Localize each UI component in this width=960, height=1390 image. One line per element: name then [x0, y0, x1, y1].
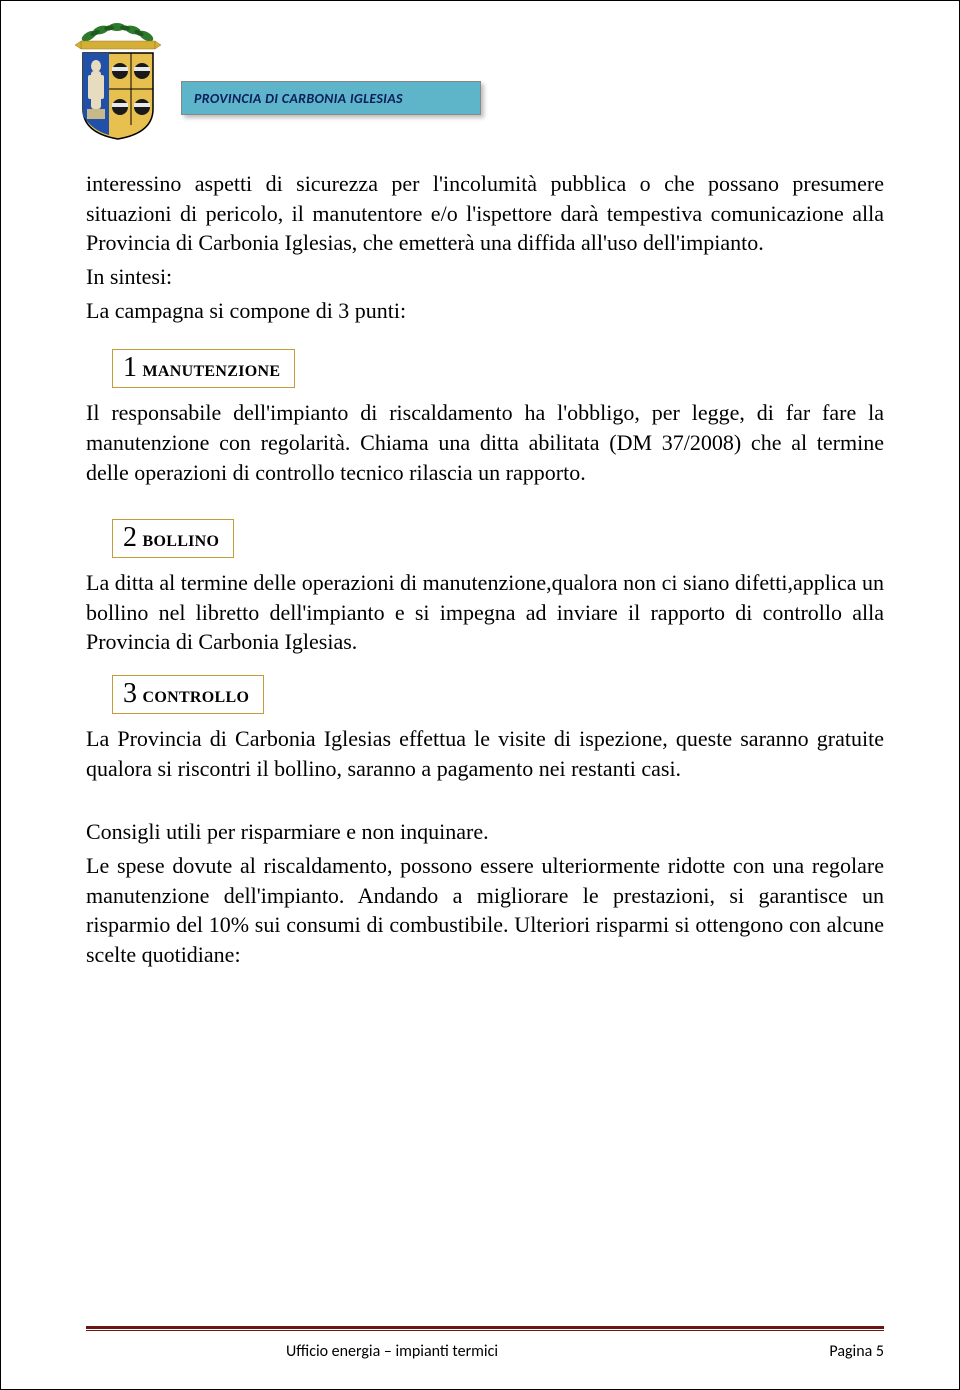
consigli-text: Le spese dovute al riscaldamento, posson… — [86, 851, 884, 970]
step-1-box: 1 MANUTENZIONE — [112, 349, 295, 388]
province-crest-icon — [69, 21, 169, 141]
footer-left: Ufficio energia – impianti termici — [286, 1342, 498, 1361]
step-3-number: 3 — [123, 678, 137, 709]
step-1-text: Il responsabile dell'impianto di riscald… — [86, 398, 884, 487]
page: PROVINCIA DI CARBONIA IGLESIAS interessi… — [0, 0, 960, 1390]
footer-rule — [86, 1326, 884, 1331]
footer: Ufficio energia – impianti termici Pagin… — [86, 1342, 884, 1361]
intro-paragraph: interessino aspetti di sicurezza per l'i… — [86, 169, 884, 258]
header: PROVINCIA DI CARBONIA IGLESIAS — [86, 21, 884, 141]
step-2-text: La ditta al termine delle operazioni di … — [86, 568, 884, 657]
sintesi-line-2: La campagna si compone di 3 punti: — [86, 296, 884, 326]
step-3-box: 3 CONTROLLO — [112, 675, 264, 714]
step-1-number: 1 — [123, 352, 137, 383]
footer-page-number: Pagina 5 — [829, 1342, 884, 1361]
banner-text: PROVINCIA DI CARBONIA IGLESIAS — [194, 90, 403, 107]
header-banner: PROVINCIA DI CARBONIA IGLESIAS — [181, 81, 481, 115]
step-2-number: 2 — [123, 522, 137, 553]
document-body: interessino aspetti di sicurezza per l'i… — [86, 169, 884, 970]
consigli-heading: Consigli utili per risparmiare e non inq… — [86, 817, 884, 847]
step-2-label: BOLLINO — [143, 533, 220, 550]
step-3-text: La Provincia di Carbonia Iglesias effett… — [86, 724, 884, 783]
sintesi-line-1: In sintesi: — [86, 262, 884, 292]
step-2-box: 2 BOLLINO — [112, 519, 234, 558]
step-3-label: CONTROLLO — [143, 689, 250, 706]
step-1-label: MANUTENZIONE — [143, 363, 281, 380]
